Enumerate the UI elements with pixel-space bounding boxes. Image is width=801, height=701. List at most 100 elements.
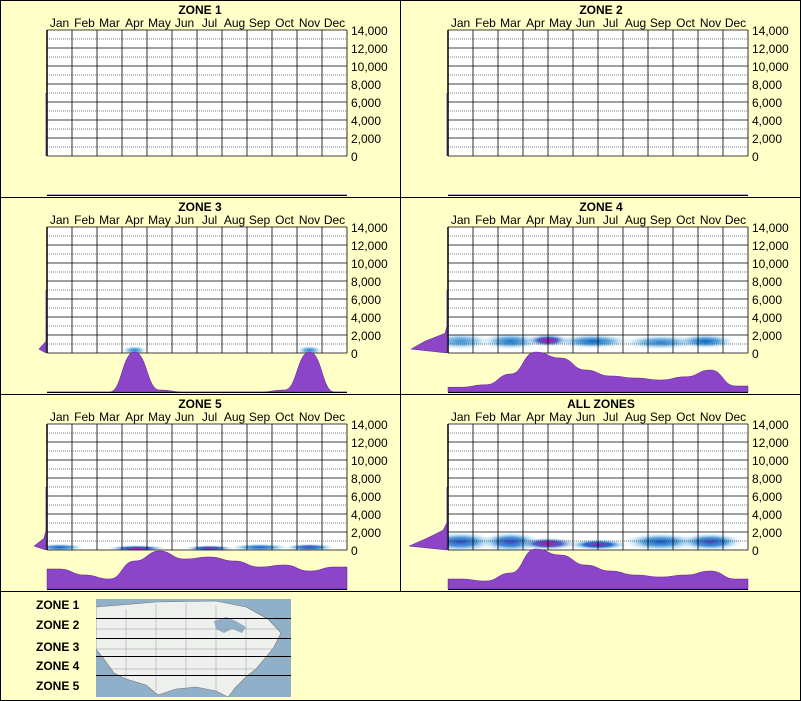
month-label-may: May bbox=[549, 213, 572, 227]
month-label-jul: Jul bbox=[603, 410, 618, 424]
month-label-may: May bbox=[549, 410, 572, 424]
month-label-feb: Feb bbox=[74, 213, 95, 227]
month-label-jan: Jan bbox=[451, 16, 470, 30]
legend-zone-5-label: ZONE 5 bbox=[36, 679, 80, 693]
legend-zone-1-label: ZONE 1 bbox=[36, 598, 80, 612]
y-tick-label: 6,000 bbox=[351, 96, 381, 110]
month-label-apr: Apr bbox=[526, 410, 545, 424]
month-label-mar: Mar bbox=[99, 16, 120, 30]
month-label-nov: Nov bbox=[700, 213, 721, 227]
month-label-nov: Nov bbox=[299, 213, 320, 227]
y-tick-label: 2,000 bbox=[752, 526, 782, 540]
legend-zone-4-label: ZONE 4 bbox=[36, 659, 80, 673]
month-label-dec: Dec bbox=[725, 213, 746, 227]
month-label-mar: Mar bbox=[99, 213, 120, 227]
heat-spot bbox=[555, 334, 631, 349]
month-label-apr: Apr bbox=[125, 213, 144, 227]
y-tick-label: 10,000 bbox=[351, 257, 388, 271]
month-label-sep: Sep bbox=[249, 410, 271, 424]
y-tick-label: 6,000 bbox=[752, 96, 782, 110]
y-tick-label: 14,000 bbox=[351, 418, 388, 432]
month-label-aug: Aug bbox=[625, 16, 646, 30]
month-label-dec: Dec bbox=[324, 410, 345, 424]
y-tick-label: 6,000 bbox=[752, 490, 782, 504]
month-label-jul: Jul bbox=[603, 16, 618, 30]
monthly-profile bbox=[447, 548, 749, 590]
y-tick-label: 2,000 bbox=[351, 132, 381, 146]
y-tick-label: 8,000 bbox=[752, 472, 782, 486]
month-label-sep: Sep bbox=[650, 16, 672, 30]
panel-title: ZONE 5 bbox=[178, 397, 222, 411]
month-label-jul: Jul bbox=[603, 213, 618, 227]
month-label-mar: Mar bbox=[500, 16, 521, 30]
y-tick-label: 2,000 bbox=[752, 329, 782, 343]
zone-panel-1: ZONE 1 Jan Feb Mar Apr May Jun Jul Aug Sep Oct Nov D… bbox=[45, 3, 388, 196]
zone-panel-5: ZONE 5 Jan Feb Mar Apr May Jun Jul Aug Sep Oct Nov D… bbox=[33, 397, 388, 590]
y-tick-label: 4,000 bbox=[351, 508, 381, 522]
heat-spot bbox=[678, 532, 743, 550]
month-label-jan: Jan bbox=[451, 410, 470, 424]
month-label-mar: Mar bbox=[99, 410, 120, 424]
y-tick-label: 2,000 bbox=[351, 329, 381, 343]
month-label-nov: Nov bbox=[299, 16, 320, 30]
month-label-jun: Jun bbox=[576, 410, 595, 424]
month-label-nov: Nov bbox=[700, 16, 721, 30]
zone-panel-3: ZONE 3 Jan Feb Mar Apr May Jun Jul Aug Sep Oct Nov D… bbox=[38, 200, 388, 393]
month-label-oct: Oct bbox=[676, 410, 695, 424]
heat-spot bbox=[623, 532, 698, 550]
y-tick-label: 8,000 bbox=[351, 78, 381, 92]
month-label-jan: Jan bbox=[50, 410, 69, 424]
month-label-jul: Jul bbox=[202, 213, 217, 227]
heat-spot bbox=[480, 333, 541, 350]
month-label-jan: Jan bbox=[50, 16, 69, 30]
heat-spot bbox=[229, 543, 290, 550]
month-label-oct: Oct bbox=[275, 213, 294, 227]
panel-title: ZONE 1 bbox=[178, 3, 222, 17]
month-label-jun: Jun bbox=[175, 410, 194, 424]
month-label-sep: Sep bbox=[249, 213, 271, 227]
month-label-jan: Jan bbox=[50, 213, 69, 227]
heat-spot bbox=[122, 345, 147, 353]
y-tick-label: 12,000 bbox=[351, 42, 388, 56]
month-label-apr: Apr bbox=[125, 410, 144, 424]
monthly-profile bbox=[47, 351, 347, 393]
y-tick-label: 0 bbox=[752, 150, 759, 164]
month-label-jul: Jul bbox=[202, 410, 217, 424]
heatmap-layer bbox=[122, 345, 322, 353]
month-label-jan: Jan bbox=[451, 213, 470, 227]
elevation-profile bbox=[408, 487, 448, 551]
month-label-jun: Jun bbox=[576, 213, 595, 227]
y-tick-label: 10,000 bbox=[351, 60, 388, 74]
month-label-aug: Aug bbox=[224, 213, 245, 227]
monthly-profile bbox=[447, 351, 749, 393]
month-label-aug: Aug bbox=[625, 410, 646, 424]
month-label-sep: Sep bbox=[650, 410, 672, 424]
y-tick-label: 6,000 bbox=[351, 490, 381, 504]
month-label-may: May bbox=[148, 213, 171, 227]
y-tick-label: 14,000 bbox=[351, 221, 388, 235]
zone-boundary-lines bbox=[96, 618, 291, 676]
month-label-aug: Aug bbox=[625, 213, 646, 227]
zones-map bbox=[96, 599, 291, 697]
y-tick-label: 4,000 bbox=[752, 311, 782, 325]
elevation-profile bbox=[33, 487, 47, 551]
month-label-nov: Nov bbox=[700, 410, 721, 424]
y-tick-label: 12,000 bbox=[351, 436, 388, 450]
month-label-dec: Dec bbox=[725, 410, 746, 424]
month-label-dec: Dec bbox=[725, 16, 746, 30]
month-label-oct: Oct bbox=[676, 16, 695, 30]
y-tick-label: 8,000 bbox=[351, 275, 381, 289]
month-label-feb: Feb bbox=[475, 213, 496, 227]
y-tick-label: 2,000 bbox=[752, 132, 782, 146]
y-tick-label: 0 bbox=[351, 544, 358, 558]
zone-panel-6: ALL ZONES Jan Feb Mar Apr May Jun Jul Aug Sep Oct N… bbox=[408, 397, 789, 590]
y-tick-label: 6,000 bbox=[752, 293, 782, 307]
month-label-sep: Sep bbox=[650, 213, 672, 227]
month-label-mar: Mar bbox=[500, 213, 521, 227]
y-tick-label: 10,000 bbox=[752, 60, 789, 74]
month-label-feb: Feb bbox=[74, 16, 95, 30]
y-tick-label: 10,000 bbox=[351, 454, 388, 468]
month-label-feb: Feb bbox=[475, 410, 496, 424]
y-tick-label: 0 bbox=[351, 347, 358, 361]
panel-title: ZONE 4 bbox=[579, 200, 623, 214]
